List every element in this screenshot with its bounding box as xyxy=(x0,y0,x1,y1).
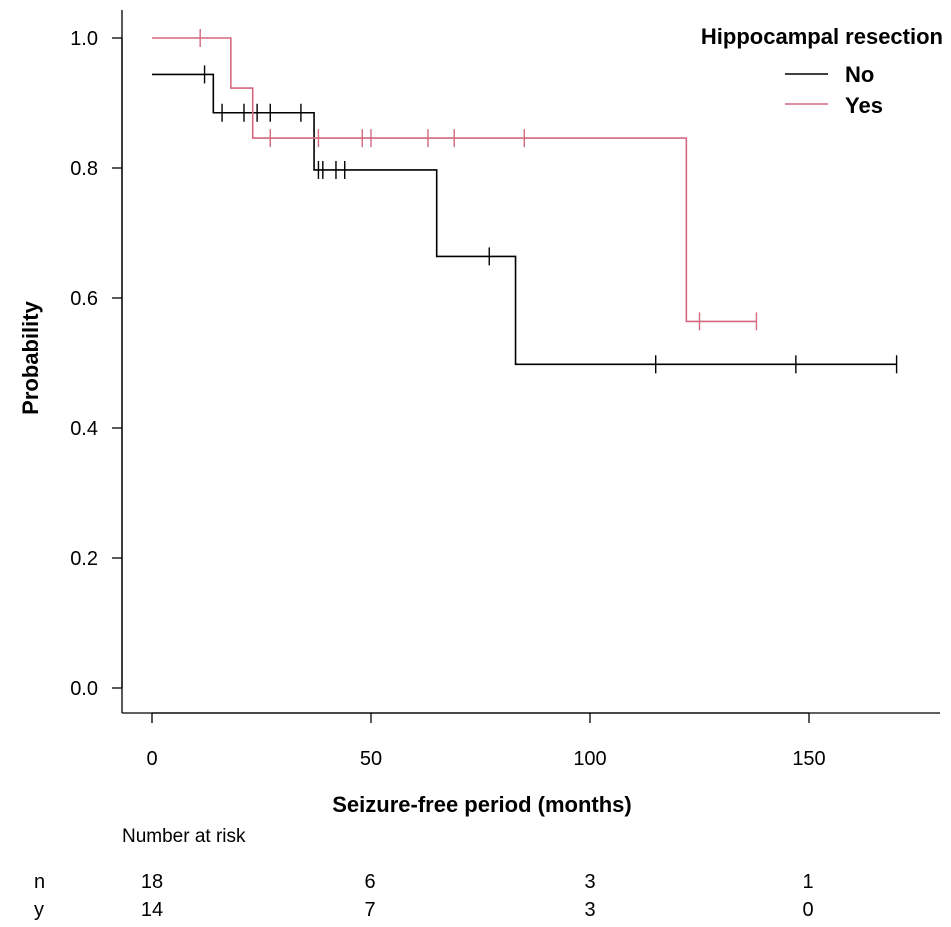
y-tick-label: 0.0 xyxy=(70,678,98,700)
y-axis-title: Probability xyxy=(18,300,43,414)
y-tick-label: 0.6 xyxy=(70,288,98,310)
x-tick-label: 50 xyxy=(360,748,382,770)
y-tick-label: 0.2 xyxy=(70,548,98,570)
risk-table-title: Number at risk xyxy=(122,826,246,847)
legend-label-yes: Yes xyxy=(845,93,883,118)
risk-count-y-0: 14 xyxy=(141,899,163,921)
risk-count-n-100: 3 xyxy=(584,871,595,893)
x-axis-title: Seizure-free period (months) xyxy=(332,792,631,817)
x-tick-label: 150 xyxy=(792,748,825,770)
risk-count-n-50: 6 xyxy=(364,871,375,893)
km-curve-yes xyxy=(152,37,757,323)
plot-series xyxy=(152,29,898,374)
x-tick-label: 0 xyxy=(146,748,157,770)
risk-count-y-150: 0 xyxy=(802,899,813,921)
risk-count-y-50: 7 xyxy=(364,899,375,921)
axes: 0.0 0.2 0.4 0.6 0.8 1.0 0 50 100 150 xyxy=(70,10,940,770)
risk-count-y-100: 3 xyxy=(584,899,595,921)
km-curve-no xyxy=(152,73,897,366)
x-tick-label: 100 xyxy=(573,748,606,770)
risk-count-n-150: 1 xyxy=(802,871,813,893)
risk-count-n-0: 18 xyxy=(141,871,163,893)
risk-row-label-y: y xyxy=(34,899,44,921)
risk-table: Number at risk n 18 6 3 1 y 14 7 3 0 xyxy=(34,826,814,921)
legend-label-no: No xyxy=(845,62,874,87)
risk-row-label-n: n xyxy=(34,871,45,893)
y-tick-label: 0.8 xyxy=(70,158,98,180)
legend: Hippocampal resection No Yes xyxy=(701,24,943,118)
legend-title: Hippocampal resection xyxy=(701,24,943,49)
y-tick-label: 0.4 xyxy=(70,418,98,440)
y-tick-label: 1.0 xyxy=(70,28,98,50)
